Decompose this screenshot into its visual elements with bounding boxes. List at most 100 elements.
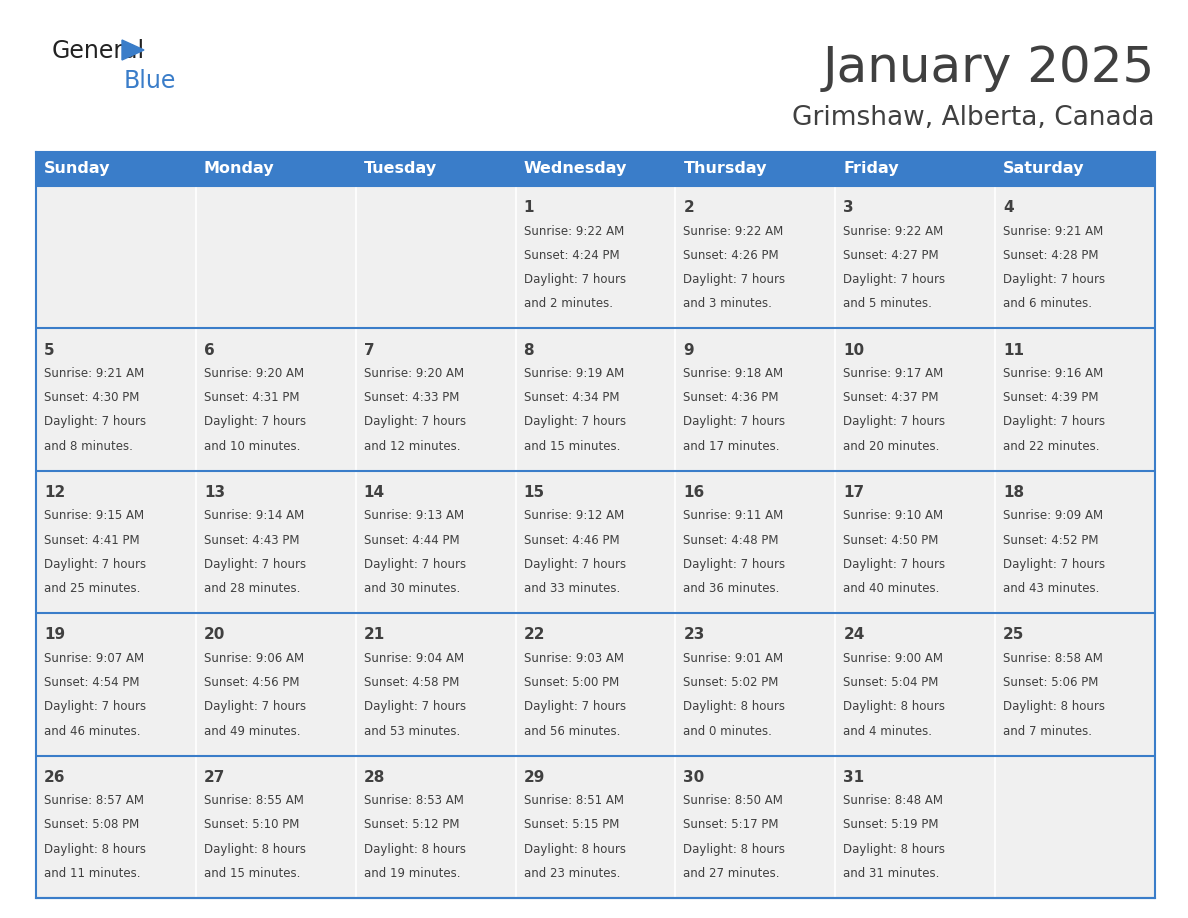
Bar [36,152,1155,186]
Text: 4: 4 [1003,200,1013,215]
Text: Sunrise: 9:09 AM: Sunrise: 9:09 AM [1003,509,1104,522]
Text: Sunset: 4:31 PM: Sunset: 4:31 PM [204,391,299,404]
Bar [196,329,355,471]
Bar [676,613,835,756]
Text: Daylight: 8 hours: Daylight: 8 hours [44,843,146,856]
Text: Daylight: 7 hours: Daylight: 7 hours [524,416,626,429]
Text: 2: 2 [683,200,694,215]
Text: Sunrise: 9:11 AM: Sunrise: 9:11 AM [683,509,784,522]
Bar [996,186,1155,329]
Bar [355,613,516,756]
Text: 20: 20 [204,627,226,643]
Text: Sunrise: 9:10 AM: Sunrise: 9:10 AM [843,509,943,522]
Text: Sunday: Sunday [44,162,110,176]
Text: Sunset: 5:08 PM: Sunset: 5:08 PM [44,819,139,832]
Text: Sunset: 4:58 PM: Sunset: 4:58 PM [364,676,459,689]
Text: and 56 minutes.: and 56 minutes. [524,724,620,737]
Text: Daylight: 7 hours: Daylight: 7 hours [524,558,626,571]
Text: Tuesday: Tuesday [364,162,437,176]
Text: Sunset: 4:24 PM: Sunset: 4:24 PM [524,249,619,262]
Text: Sunrise: 8:57 AM: Sunrise: 8:57 AM [44,794,144,807]
Text: Sunrise: 9:19 AM: Sunrise: 9:19 AM [524,367,624,380]
Text: 1: 1 [524,200,535,215]
Text: Sunset: 4:52 PM: Sunset: 4:52 PM [1003,533,1099,546]
Text: and 25 minutes.: and 25 minutes. [44,582,140,595]
Text: Daylight: 7 hours: Daylight: 7 hours [683,558,785,571]
Text: Daylight: 8 hours: Daylight: 8 hours [524,843,626,856]
Bar [355,186,516,329]
Text: Sunrise: 9:13 AM: Sunrise: 9:13 AM [364,509,463,522]
Text: and 17 minutes.: and 17 minutes. [683,440,781,453]
Text: Wednesday: Wednesday [524,162,627,176]
Text: and 6 minutes.: and 6 minutes. [1003,297,1092,310]
Text: 14: 14 [364,485,385,500]
Text: and 19 minutes.: and 19 minutes. [364,867,460,880]
Bar [676,756,835,898]
Text: 13: 13 [204,485,225,500]
Text: Sunset: 5:02 PM: Sunset: 5:02 PM [683,676,779,689]
Text: Sunset: 4:43 PM: Sunset: 4:43 PM [204,533,299,546]
Text: and 43 minutes.: and 43 minutes. [1003,582,1100,595]
Text: and 15 minutes.: and 15 minutes. [204,867,301,880]
Text: and 40 minutes.: and 40 minutes. [843,582,940,595]
Text: January 2025: January 2025 [823,44,1155,92]
Text: Sunset: 4:50 PM: Sunset: 4:50 PM [843,533,939,546]
Text: Sunset: 5:04 PM: Sunset: 5:04 PM [843,676,939,689]
Text: Sunrise: 9:07 AM: Sunrise: 9:07 AM [44,652,144,665]
Text: Sunrise: 8:58 AM: Sunrise: 8:58 AM [1003,652,1102,665]
Text: Daylight: 8 hours: Daylight: 8 hours [364,843,466,856]
Bar [996,471,1155,613]
Text: Sunrise: 9:22 AM: Sunrise: 9:22 AM [524,225,624,238]
Text: and 4 minutes.: and 4 minutes. [843,724,933,737]
Bar [196,756,355,898]
Text: Daylight: 7 hours: Daylight: 7 hours [524,700,626,713]
Text: Daylight: 7 hours: Daylight: 7 hours [524,273,626,286]
Text: and 0 minutes.: and 0 minutes. [683,724,772,737]
Text: Daylight: 7 hours: Daylight: 7 hours [843,558,946,571]
Text: Sunrise: 9:04 AM: Sunrise: 9:04 AM [364,652,463,665]
Text: 26: 26 [44,770,65,785]
Bar [355,329,516,471]
Text: 7: 7 [364,342,374,358]
Text: Sunset: 4:39 PM: Sunset: 4:39 PM [1003,391,1099,404]
Bar [196,471,355,613]
Text: Daylight: 7 hours: Daylight: 7 hours [1003,416,1105,429]
Bar [196,613,355,756]
Text: Sunset: 4:44 PM: Sunset: 4:44 PM [364,533,460,546]
Text: and 30 minutes.: and 30 minutes. [364,582,460,595]
Text: Daylight: 8 hours: Daylight: 8 hours [843,700,946,713]
Text: Sunset: 5:19 PM: Sunset: 5:19 PM [843,819,939,832]
Text: Daylight: 8 hours: Daylight: 8 hours [843,843,946,856]
Text: 6: 6 [204,342,215,358]
Bar [36,186,196,329]
Text: Sunset: 5:17 PM: Sunset: 5:17 PM [683,819,779,832]
Text: Sunset: 4:27 PM: Sunset: 4:27 PM [843,249,939,262]
Text: and 2 minutes.: and 2 minutes. [524,297,613,310]
Text: 9: 9 [683,342,694,358]
Text: and 20 minutes.: and 20 minutes. [843,440,940,453]
Text: 23: 23 [683,627,704,643]
Text: Daylight: 7 hours: Daylight: 7 hours [364,700,466,713]
Text: Thursday: Thursday [683,162,767,176]
Text: and 3 minutes.: and 3 minutes. [683,297,772,310]
Text: 24: 24 [843,627,865,643]
Text: Monday: Monday [204,162,274,176]
Bar [676,329,835,471]
Bar [36,756,196,898]
Text: and 23 minutes.: and 23 minutes. [524,867,620,880]
Text: and 11 minutes.: and 11 minutes. [44,867,140,880]
Text: Sunrise: 9:12 AM: Sunrise: 9:12 AM [524,509,624,522]
Text: Sunrise: 8:53 AM: Sunrise: 8:53 AM [364,794,463,807]
Text: 21: 21 [364,627,385,643]
Bar [516,186,676,329]
Bar [996,329,1155,471]
Bar [835,471,996,613]
Text: Sunrise: 9:06 AM: Sunrise: 9:06 AM [204,652,304,665]
Text: Sunset: 5:12 PM: Sunset: 5:12 PM [364,819,460,832]
Text: Sunset: 4:37 PM: Sunset: 4:37 PM [843,391,939,404]
Text: Sunset: 4:36 PM: Sunset: 4:36 PM [683,391,779,404]
Bar [36,329,196,471]
Text: 15: 15 [524,485,544,500]
Text: Sunset: 4:41 PM: Sunset: 4:41 PM [44,533,140,546]
Text: Sunset: 4:56 PM: Sunset: 4:56 PM [204,676,299,689]
